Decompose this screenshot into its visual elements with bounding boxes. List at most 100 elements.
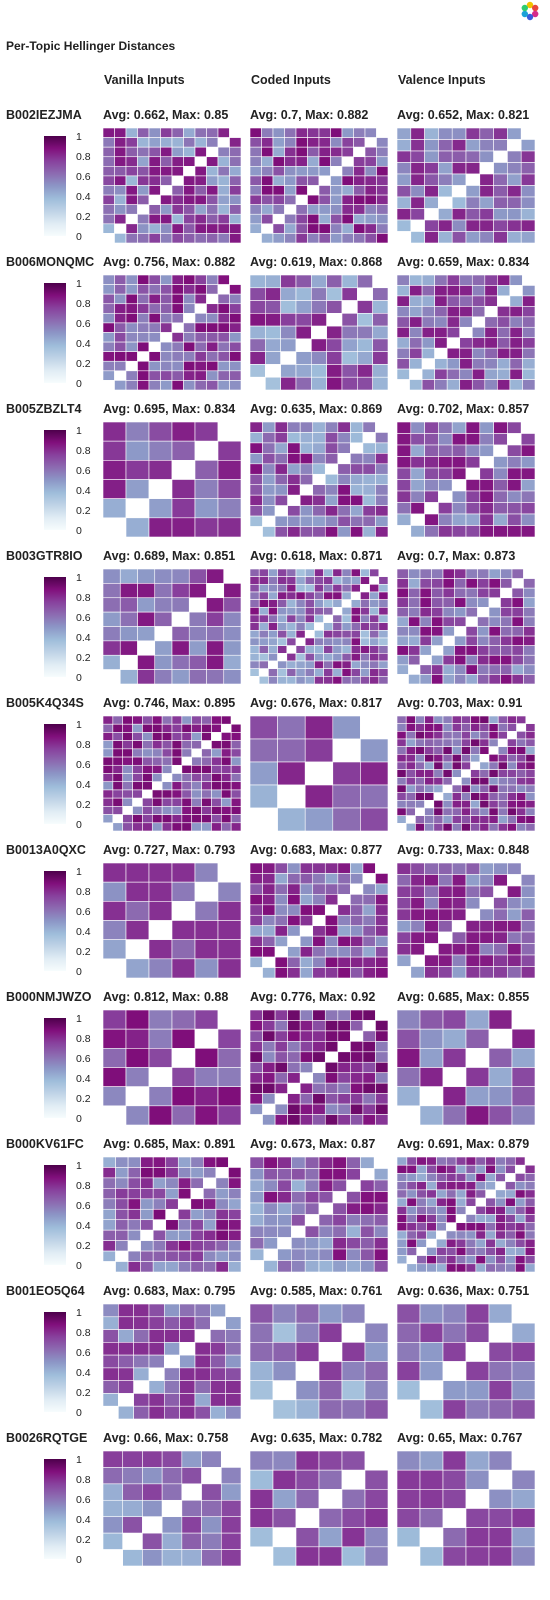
heatmap-cell: [171, 822, 183, 831]
heatmap-cell: [295, 1546, 320, 1566]
heatmap-cell: [230, 723, 241, 733]
heatmap-cell: [225, 1367, 241, 1381]
heatmap-cell: [287, 473, 301, 486]
heatmap-cell: [497, 823, 508, 831]
heatmap-cell: [438, 444, 453, 457]
heatmap-cell: [103, 611, 121, 627]
heatmap-cell: [304, 1179, 320, 1192]
heatmap-cell: [125, 233, 138, 243]
heatmap-cell: [103, 723, 114, 733]
heatmap-cell: [299, 432, 314, 444]
heatmap-cell: [470, 807, 481, 816]
heatmap-cell: [277, 1168, 292, 1181]
heatmap-cell: [277, 584, 288, 593]
heatmap-cell: [287, 946, 301, 958]
heatmap-cell: [250, 1322, 274, 1343]
heatmap-cell: [103, 1354, 119, 1369]
heatmap-cell: [442, 674, 455, 684]
heatmap-cell: [206, 185, 219, 196]
heatmap-cell: [160, 213, 173, 225]
heatmap-cell: [525, 823, 535, 831]
heatmap-cell: [511, 1048, 535, 1068]
heatmap-cell: [171, 781, 183, 791]
heatmap-cell: [262, 494, 276, 506]
heatmap-cell: [103, 781, 114, 791]
heatmap-cell: [299, 515, 314, 527]
heatmap-cell: [133, 1393, 150, 1407]
heatmap-cell: [148, 303, 161, 314]
heatmap-cell: [525, 792, 535, 801]
heatmap-cell: [337, 967, 351, 978]
heatmap-cell: [250, 1527, 274, 1548]
heatmap-cell: [397, 525, 412, 537]
heatmap-cell: [142, 1499, 163, 1518]
heatmap-cell: [280, 376, 297, 390]
heatmap-cell: [465, 616, 478, 627]
heatmap-cell: [479, 490, 494, 503]
heatmap-cell: [295, 1304, 320, 1324]
heatmap-cell: [250, 935, 263, 947]
heatmap-cell: [324, 956, 339, 968]
heatmap: [397, 1304, 535, 1419]
heatmap-cell: [220, 764, 232, 774]
product-row: B005ZBZLT4 1 0.8 0.6 0.4 0.2 0 Avg: 0.695, Max:…: [0, 402, 550, 549]
heatmap-cell: [346, 1225, 361, 1238]
heatmap-cell: [250, 716, 278, 740]
heatmap-cell: [295, 591, 306, 600]
heatmap-cell: [341, 128, 354, 138]
heatmap-cell: [286, 668, 297, 677]
heatmap-cell: [272, 1361, 297, 1381]
heatmap-cell: [304, 716, 334, 740]
heatmap-cell: [183, 275, 196, 285]
heatmap-cell: [369, 591, 380, 600]
heatmap-cell: [424, 716, 435, 724]
heatmap-cell: [261, 213, 274, 225]
heatmap-cell: [295, 287, 312, 301]
heatmap-cell: [194, 156, 207, 167]
heatmap-cell: [274, 505, 288, 517]
heatmap-cell: [318, 1322, 343, 1343]
heatmap-cell: [353, 166, 366, 177]
heatmap-cell: [115, 1198, 129, 1210]
heatmap-cell: [103, 569, 121, 584]
heatmap-cell: [438, 173, 453, 186]
heatmap-cell: [397, 954, 412, 967]
heatmap-cell: [493, 874, 508, 887]
heatmap-cell: [470, 754, 481, 763]
heatmap-cell: [160, 380, 173, 390]
heatmap-cell: [229, 223, 241, 234]
heatmap-cell: [183, 332, 196, 343]
heatmap: [103, 275, 241, 390]
heatmap-cell: [497, 792, 508, 801]
heatmap-cell: [152, 1177, 167, 1189]
heatmap-cell: [250, 807, 278, 831]
heatmap-cell: [488, 792, 499, 801]
heatmap-cell: [364, 1380, 388, 1401]
heatmap-cell: [451, 920, 467, 933]
heatmap-cell: [461, 738, 471, 747]
heatmap-cell: [287, 1030, 301, 1042]
heatmap-cell: [137, 332, 150, 343]
heatmap-cell: [445, 1189, 457, 1199]
heatmap-cell: [424, 139, 439, 152]
colorbar-tick-label: 0.6: [76, 759, 91, 771]
heatmap-cell: [520, 908, 535, 921]
heatmap-cell: [495, 1263, 506, 1272]
heatmap-cell: [171, 583, 190, 599]
heatmap-cell: [262, 473, 276, 486]
colorbar-tick-label: 0.4: [76, 485, 91, 497]
heatmap-cell: [434, 306, 448, 318]
heatmap-cell: [324, 863, 339, 874]
heatmap-cell: [229, 275, 241, 285]
heatmap-cell: [183, 233, 196, 243]
heatmap-cell: [424, 792, 435, 801]
heatmap-cell: [520, 943, 535, 956]
heatmap-cell: [415, 754, 425, 763]
heatmap-cell: [369, 584, 380, 593]
heatmap-cell: [272, 175, 285, 186]
heatmap-cell: [424, 807, 435, 816]
heatmap-cell: [228, 1177, 241, 1189]
heatmap-cell: [350, 484, 364, 496]
heatmap-cell: [181, 1467, 202, 1485]
heatmap-cell: [523, 635, 535, 646]
